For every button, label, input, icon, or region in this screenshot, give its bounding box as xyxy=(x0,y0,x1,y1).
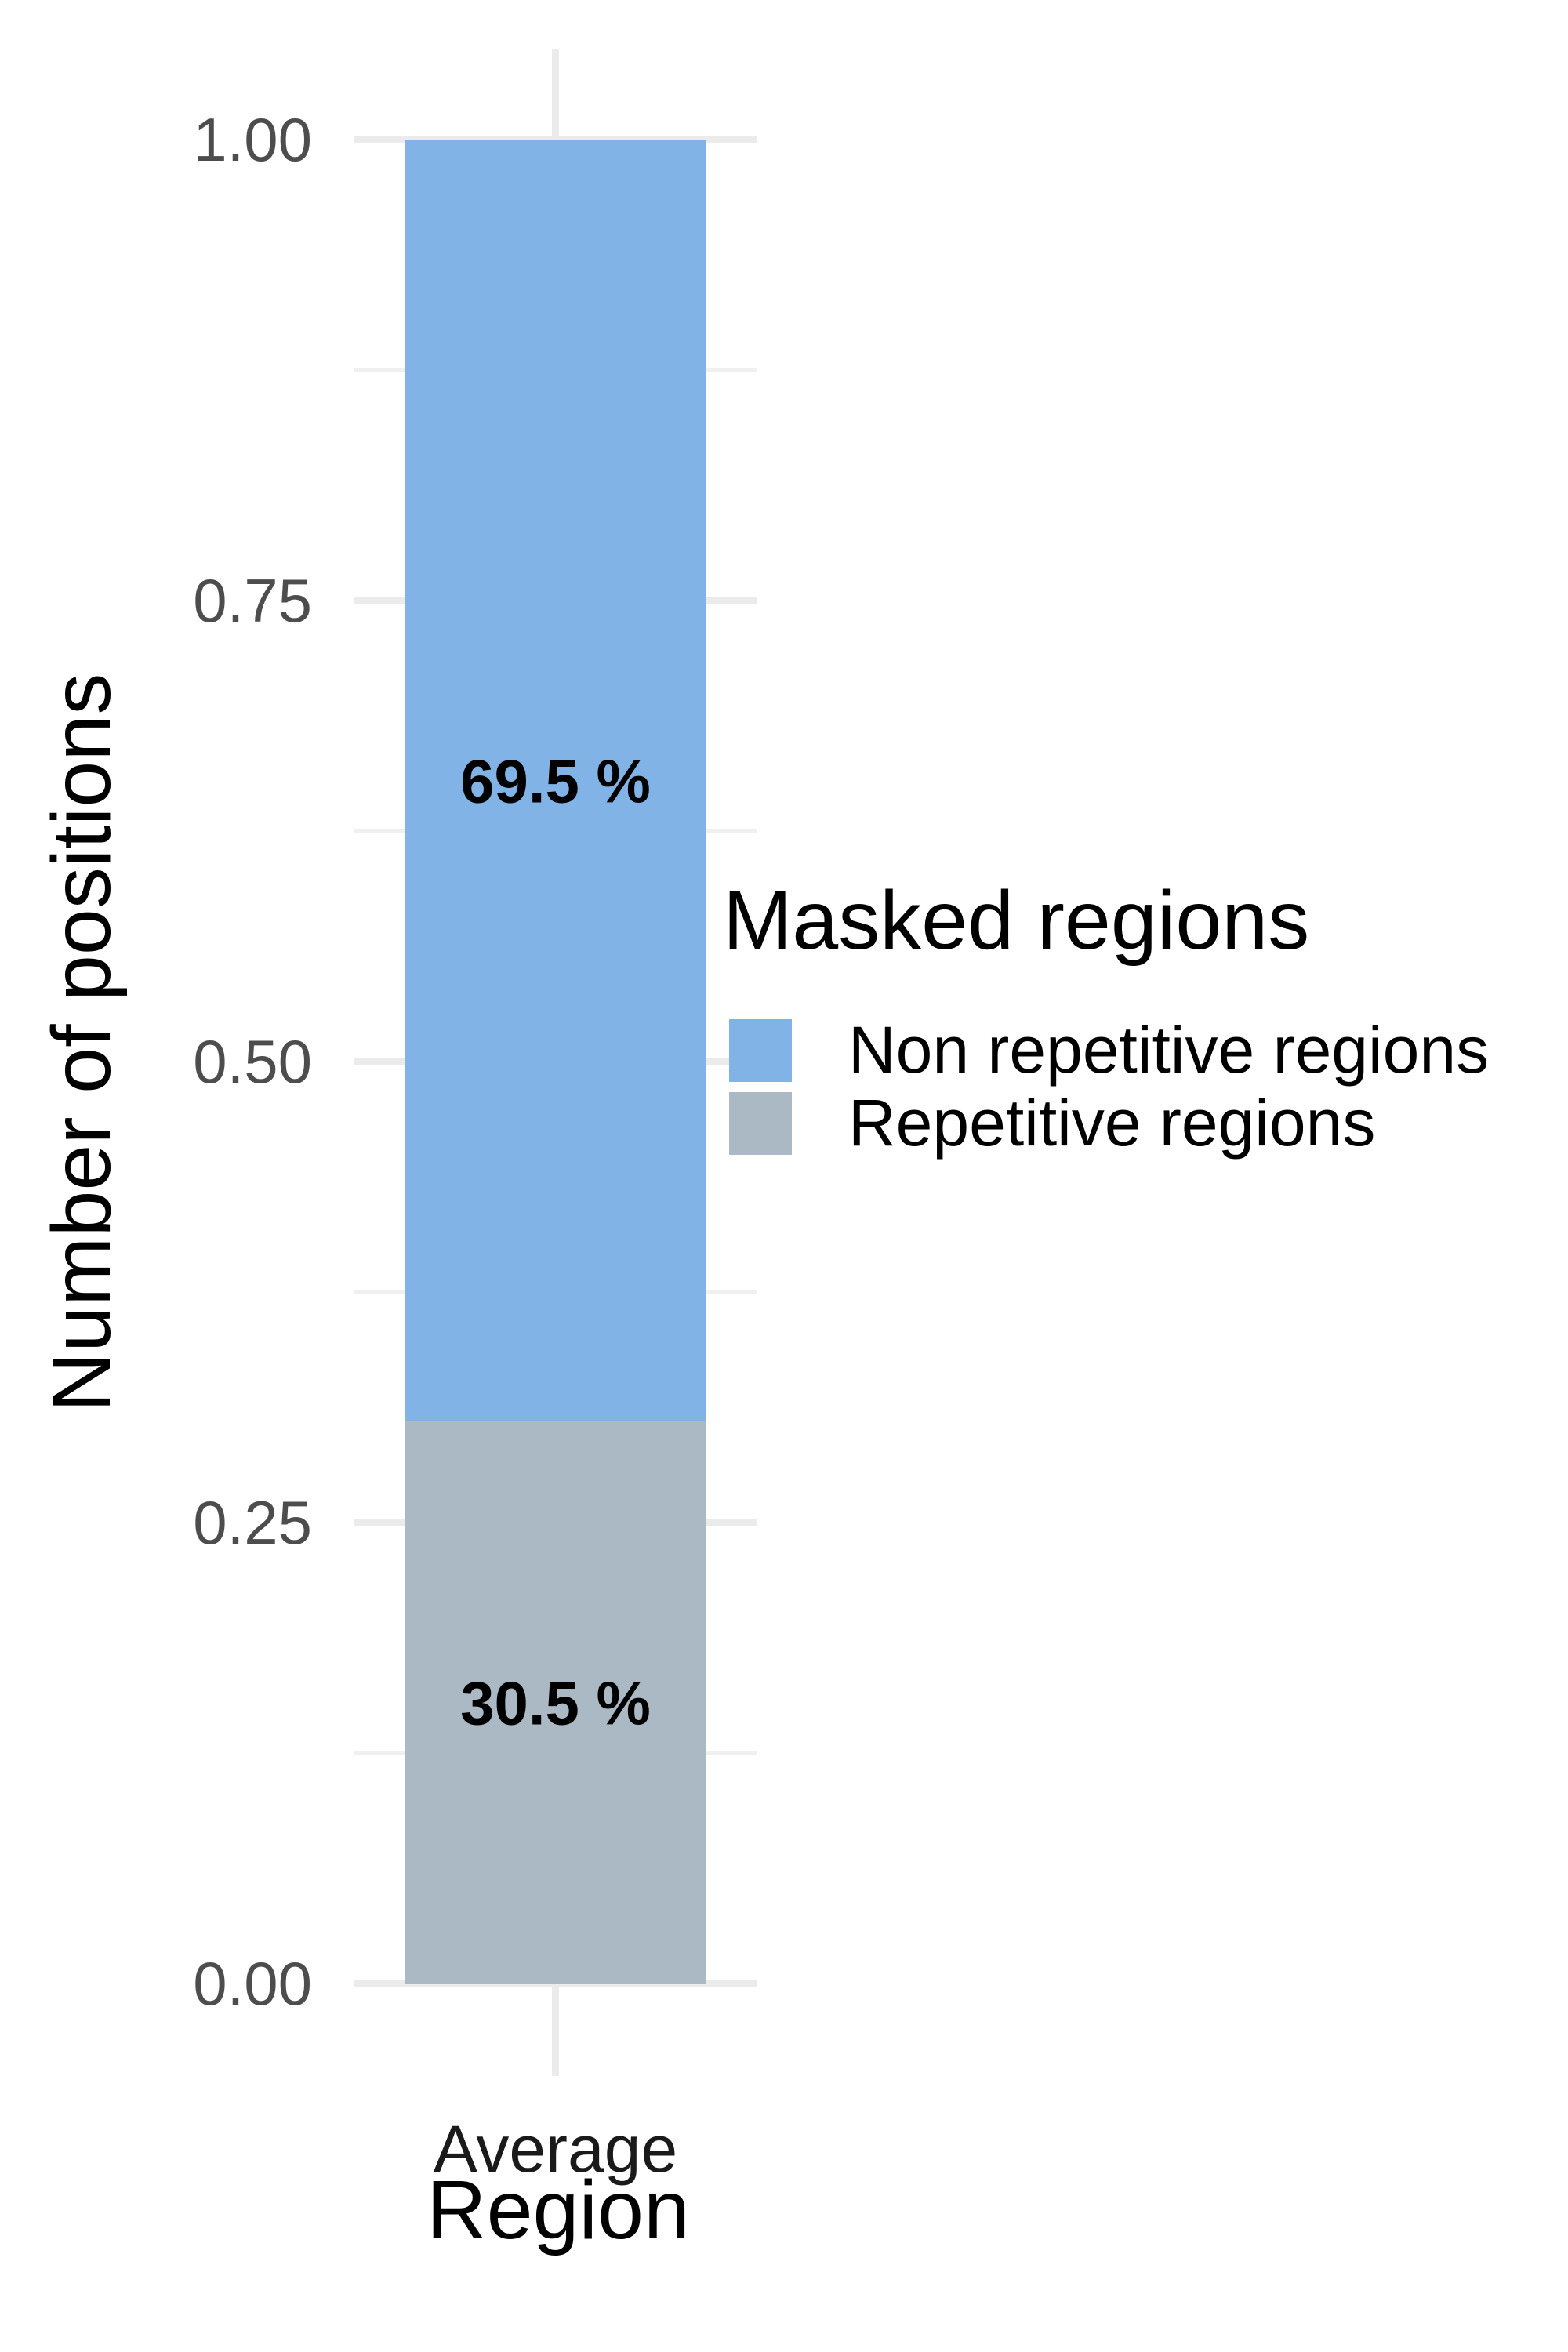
y-tick-label: 0.50 xyxy=(193,1027,312,1096)
bar-value-labels: 30.5 % 69.5 % xyxy=(460,746,651,1737)
x-tick-label: Average xyxy=(434,2112,677,2186)
x-axis-ticks: Average xyxy=(434,2112,677,2186)
legend-entry-label: Non repetitive regions xyxy=(848,1013,1489,1087)
y-tick-label: 1.00 xyxy=(193,105,312,174)
legend-title: Masked regions xyxy=(723,874,1309,967)
legend-entry-label: Repetitive regions xyxy=(848,1086,1375,1160)
bar-value-label: 69.5 % xyxy=(460,746,651,815)
bar-value-label: 30.5 % xyxy=(460,1668,651,1737)
y-tick-label: 0.25 xyxy=(193,1488,312,1557)
y-tick-label: 0.75 xyxy=(193,566,312,635)
bars xyxy=(405,140,706,1984)
legend-swatch xyxy=(729,1092,792,1155)
y-axis-ticks: 0.00 0.25 0.50 0.75 1.00 xyxy=(193,105,312,2018)
x-axis-title: Region xyxy=(426,2164,690,2256)
legend: Masked regions Non repetitive regionsRep… xyxy=(723,874,1489,1160)
y-axis-title: Number of positions xyxy=(35,673,128,1413)
legend-swatch xyxy=(729,1019,792,1082)
y-tick-label: 0.00 xyxy=(193,1949,312,2018)
bar-segment xyxy=(405,140,706,1421)
bar-segment xyxy=(405,1421,706,1984)
